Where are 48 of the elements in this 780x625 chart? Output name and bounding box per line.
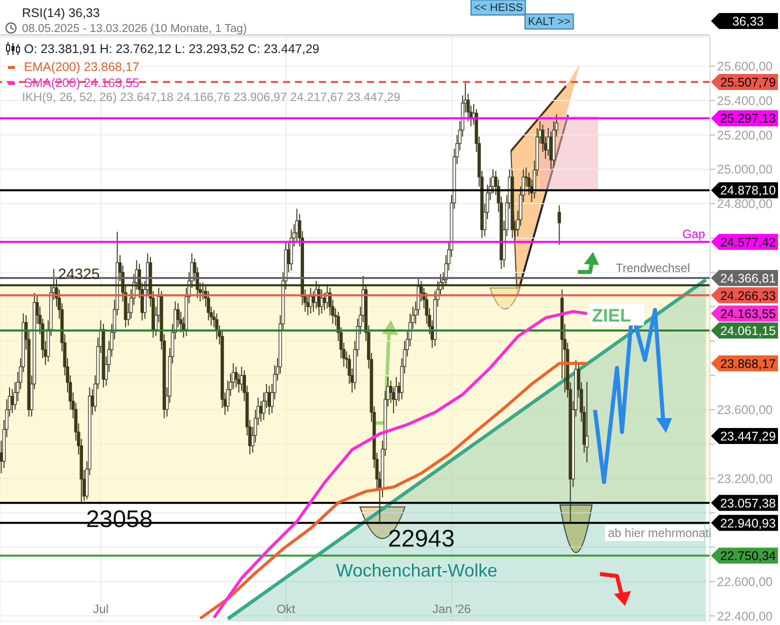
candlestick [309, 287, 312, 314]
text: 23.868,17 [720, 356, 776, 371]
ref-line-label: 25.297,13 [720, 112, 776, 126]
x-tick-label: Okt [276, 602, 296, 616]
y-tick-label: 25.000,00 [717, 162, 773, 177]
ref-line-label: 24.577,42 [720, 235, 776, 250]
y-tick-label: 22.400,00 [717, 609, 773, 624]
line-series [198, 362, 589, 620]
y-tick-label: 25.400,00 [717, 94, 773, 108]
candlestick [268, 385, 271, 416]
candlestick [558, 204, 561, 246]
annotation: Trendwechsel [616, 261, 690, 276]
annotation: Wochenchart-Wolke [336, 560, 498, 581]
legend-label: SMA(200) 24.163,55 [24, 76, 140, 90]
annotation: ab hier mehrmonati [608, 526, 712, 540]
annotation: IKH(9, 26, 52, 26) 23.647,18 24.166,76 23.906,97 24.217,67 23.447,29 [22, 90, 401, 104]
candlestick [546, 128, 550, 156]
text: KALT >> [528, 16, 570, 28]
x-tick-label: Jul [93, 602, 109, 616]
text: 36,33 [732, 14, 764, 28]
ref-line-label: 24.366,81 [720, 272, 776, 286]
y-tick-label: 25.200,00 [717, 128, 773, 142]
annotation: Gap [682, 226, 706, 241]
annotation: 22943 [388, 526, 455, 553]
y-tick-label: 22.600,00 [717, 574, 773, 589]
ref-line-label: 22.750,34 [720, 549, 776, 564]
candlestick [585, 381, 589, 463]
ref-line-label: 24.878,10 [720, 184, 776, 198]
ref-line-label: 24.061,15 [720, 324, 776, 338]
ref-line-label: 22.940,93 [720, 516, 776, 530]
legend-label: EMA(200) 23.868,17 [24, 60, 140, 74]
x-tick-label: Jan '26 [432, 602, 472, 616]
text: 08.05.2025 - 13.03.2026 (10 Monate, 1 Tag) [22, 23, 248, 35]
chart-title: O: 23.381,91 H: 23.762,12 L: 23.293,52 C: 23.447,29 [24, 42, 320, 56]
y-tick-label: 25.600,00 [717, 60, 773, 74]
candlestick [320, 288, 324, 314]
y-tick-label: 24.800,00 [717, 197, 773, 212]
ref-line-label: 23.057,38 [720, 496, 776, 510]
ref-line-label: 25.507,79 [720, 76, 776, 90]
y-tick-label: 23.200,00 [717, 472, 773, 486]
text: 24.163,55 [720, 307, 776, 322]
text: RSI(14) 36,33 [22, 6, 100, 20]
y-tick-label: 23.600,00 [717, 403, 773, 418]
ref-line-label: 24.266,33 [720, 288, 776, 303]
annotation: ZIEL [592, 306, 631, 326]
line-series [212, 310, 589, 620]
text: << HEISS [474, 2, 523, 14]
text: 23.447,29 [720, 429, 776, 444]
